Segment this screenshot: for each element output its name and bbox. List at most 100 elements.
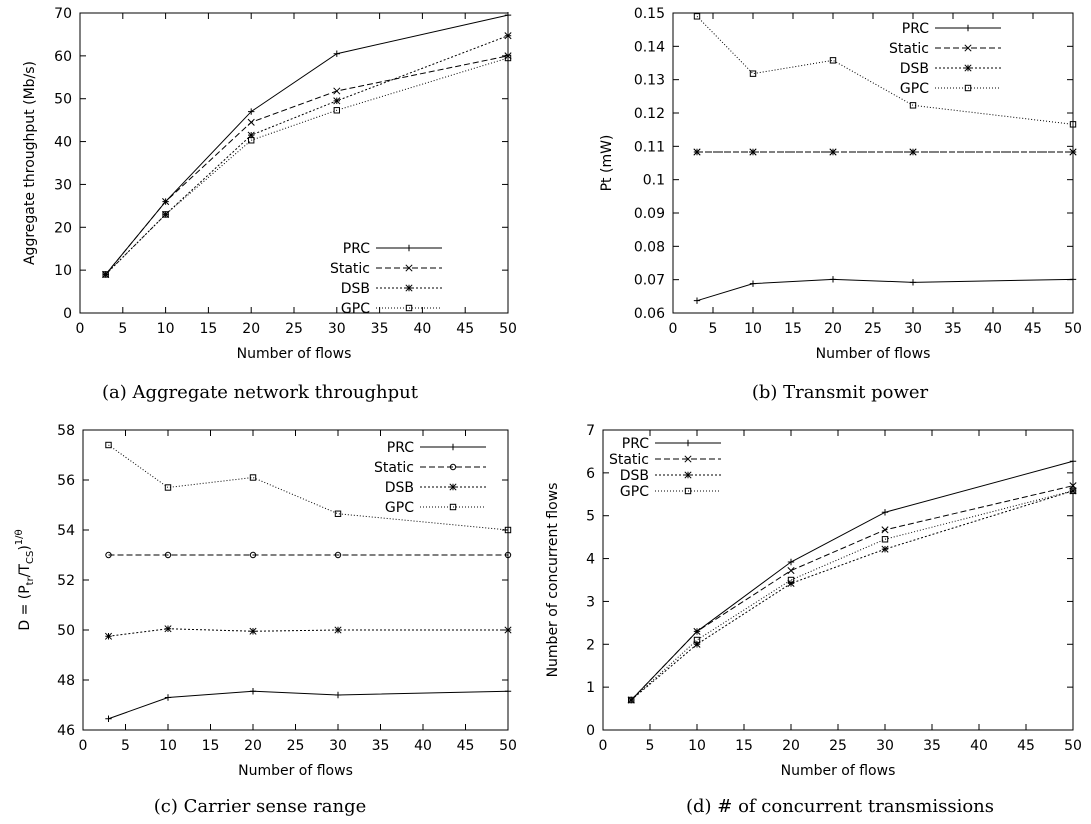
x-tick-label: 0 <box>599 738 608 754</box>
x-tick-label: 35 <box>944 321 962 337</box>
data-point-static <box>333 87 341 95</box>
y-tick-label: 56 <box>57 473 75 489</box>
data-point-gpc <box>164 484 172 491</box>
y-tick-label: 3 <box>586 594 595 610</box>
legend-marker-prc <box>449 443 457 451</box>
x-tick-label: 30 <box>904 321 922 337</box>
x-tick-label: 5 <box>646 738 655 754</box>
y-tick-label: 0.12 <box>634 106 665 122</box>
y-tick-label: 0 <box>63 306 72 322</box>
data-point-static <box>504 52 512 60</box>
series-gpc <box>102 54 512 278</box>
x-tick-label: 45 <box>456 321 474 337</box>
x-axis-label: Number of flows <box>237 346 352 362</box>
series-dsb <box>102 32 512 278</box>
plot-frame <box>79 12 509 314</box>
series-line-gpc <box>630 490 1074 701</box>
data-point-prc <box>749 280 757 287</box>
plot-frame <box>602 429 1074 731</box>
legend-label-gpc: GPC <box>341 301 370 317</box>
x-axis-label: Number of flows <box>816 346 931 362</box>
data-point-gpc <box>102 271 109 278</box>
data-point-gpc <box>333 107 341 114</box>
data-point-dsb <box>102 270 110 278</box>
data-point-dsb <box>693 148 701 156</box>
legend-marker-static <box>449 463 457 471</box>
x-tick-label: 15 <box>784 321 802 337</box>
x-tick-label: 35 <box>371 321 389 337</box>
legend-marker-dsb <box>684 471 692 479</box>
data-point-prc <box>105 715 112 722</box>
chart-panel-c: 0 5 10 15 20 25 30 35 40 45 50 46 48 50 52 54 56 58 Number… <box>0 415 545 785</box>
plot-frame <box>672 12 1074 314</box>
y-tick-label: 0.07 <box>634 273 665 289</box>
data-point-gpc <box>248 137 255 144</box>
data-point-gpc <box>105 441 112 449</box>
x-tick-label: 25 <box>829 738 847 754</box>
series-dsb <box>627 487 1077 704</box>
legend-marker-static <box>405 264 413 272</box>
chart-panel-a: 0 5 10 15 20 25 30 35 40 45 50 0 10 20 30 40 50 60 70 Numbe… <box>0 0 545 370</box>
data-point-static <box>249 551 257 559</box>
legend-label-dsb: DSB <box>900 61 929 77</box>
x-tick-label: 5 <box>709 321 718 337</box>
data-point-prc <box>909 279 917 286</box>
data-point-gpc <box>693 636 701 644</box>
data-point-dsb <box>909 148 917 156</box>
x-tick-label: 25 <box>285 321 303 337</box>
data-point-static <box>105 551 112 559</box>
series-line-gpc <box>696 15 1074 125</box>
legend-marker-static <box>964 44 972 52</box>
data-point-prc <box>693 297 701 304</box>
series-line-dsb <box>630 490 1074 701</box>
data-point-dsb <box>749 148 757 156</box>
data-point-static <box>334 551 342 559</box>
x-tick-label: 10 <box>744 321 762 337</box>
data-point-prc <box>248 108 255 115</box>
x-tick-label: 10 <box>159 738 177 754</box>
y-tick-label: 48 <box>57 673 75 689</box>
x-tick-label: 0 <box>76 321 85 337</box>
y-tick-label: 5 <box>586 509 595 525</box>
data-point-gpc <box>693 13 701 20</box>
y-tick-label: 0.15 <box>634 6 665 22</box>
legend-label-prc: PRC <box>387 440 414 456</box>
y-tick-label: 0.11 <box>634 139 665 155</box>
legend-marker-prc <box>405 244 413 252</box>
series-prc <box>693 276 1077 304</box>
x-tick-label: 10 <box>688 738 706 754</box>
data-point-dsb <box>249 627 257 635</box>
x-tick-label: 30 <box>876 738 894 754</box>
caption-a: (a) Aggregate network throughput <box>102 382 418 403</box>
x-tick-label: 30 <box>329 738 347 754</box>
y-axis-label: Pt (mW) <box>599 135 615 192</box>
series-line-prc <box>630 460 1074 701</box>
y-tick-label: 58 <box>57 423 75 439</box>
y-tick-label: 40 <box>54 135 72 151</box>
x-tick-label: 50 <box>1064 321 1082 337</box>
data-point-static <box>504 551 512 559</box>
series-line-static <box>105 55 509 275</box>
data-point-prc <box>1069 276 1077 283</box>
legend-label-dsb: DSB <box>385 480 414 496</box>
data-point-static <box>881 526 889 534</box>
series-line-dsb <box>105 35 509 275</box>
data-point-prc <box>164 694 172 701</box>
data-point-static <box>693 627 701 635</box>
x-tick-label: 50 <box>499 738 517 754</box>
data-point-prc <box>249 688 257 695</box>
x-tick-label: 5 <box>121 738 130 754</box>
legend-marker-gpc <box>405 304 413 312</box>
x-tick-label: 45 <box>1024 321 1042 337</box>
legend-marker-prc <box>684 439 692 447</box>
y-tick-label: 0.09 <box>634 206 665 222</box>
x-tick-label: 25 <box>287 738 305 754</box>
data-point-dsb <box>693 640 701 648</box>
x-tick-label: 30 <box>328 321 346 337</box>
legend-label-prc: PRC <box>343 241 370 257</box>
data-point-static <box>164 551 172 559</box>
data-point-static <box>247 118 255 126</box>
x-tick-label: 25 <box>864 321 882 337</box>
x-tick-label: 15 <box>202 738 220 754</box>
